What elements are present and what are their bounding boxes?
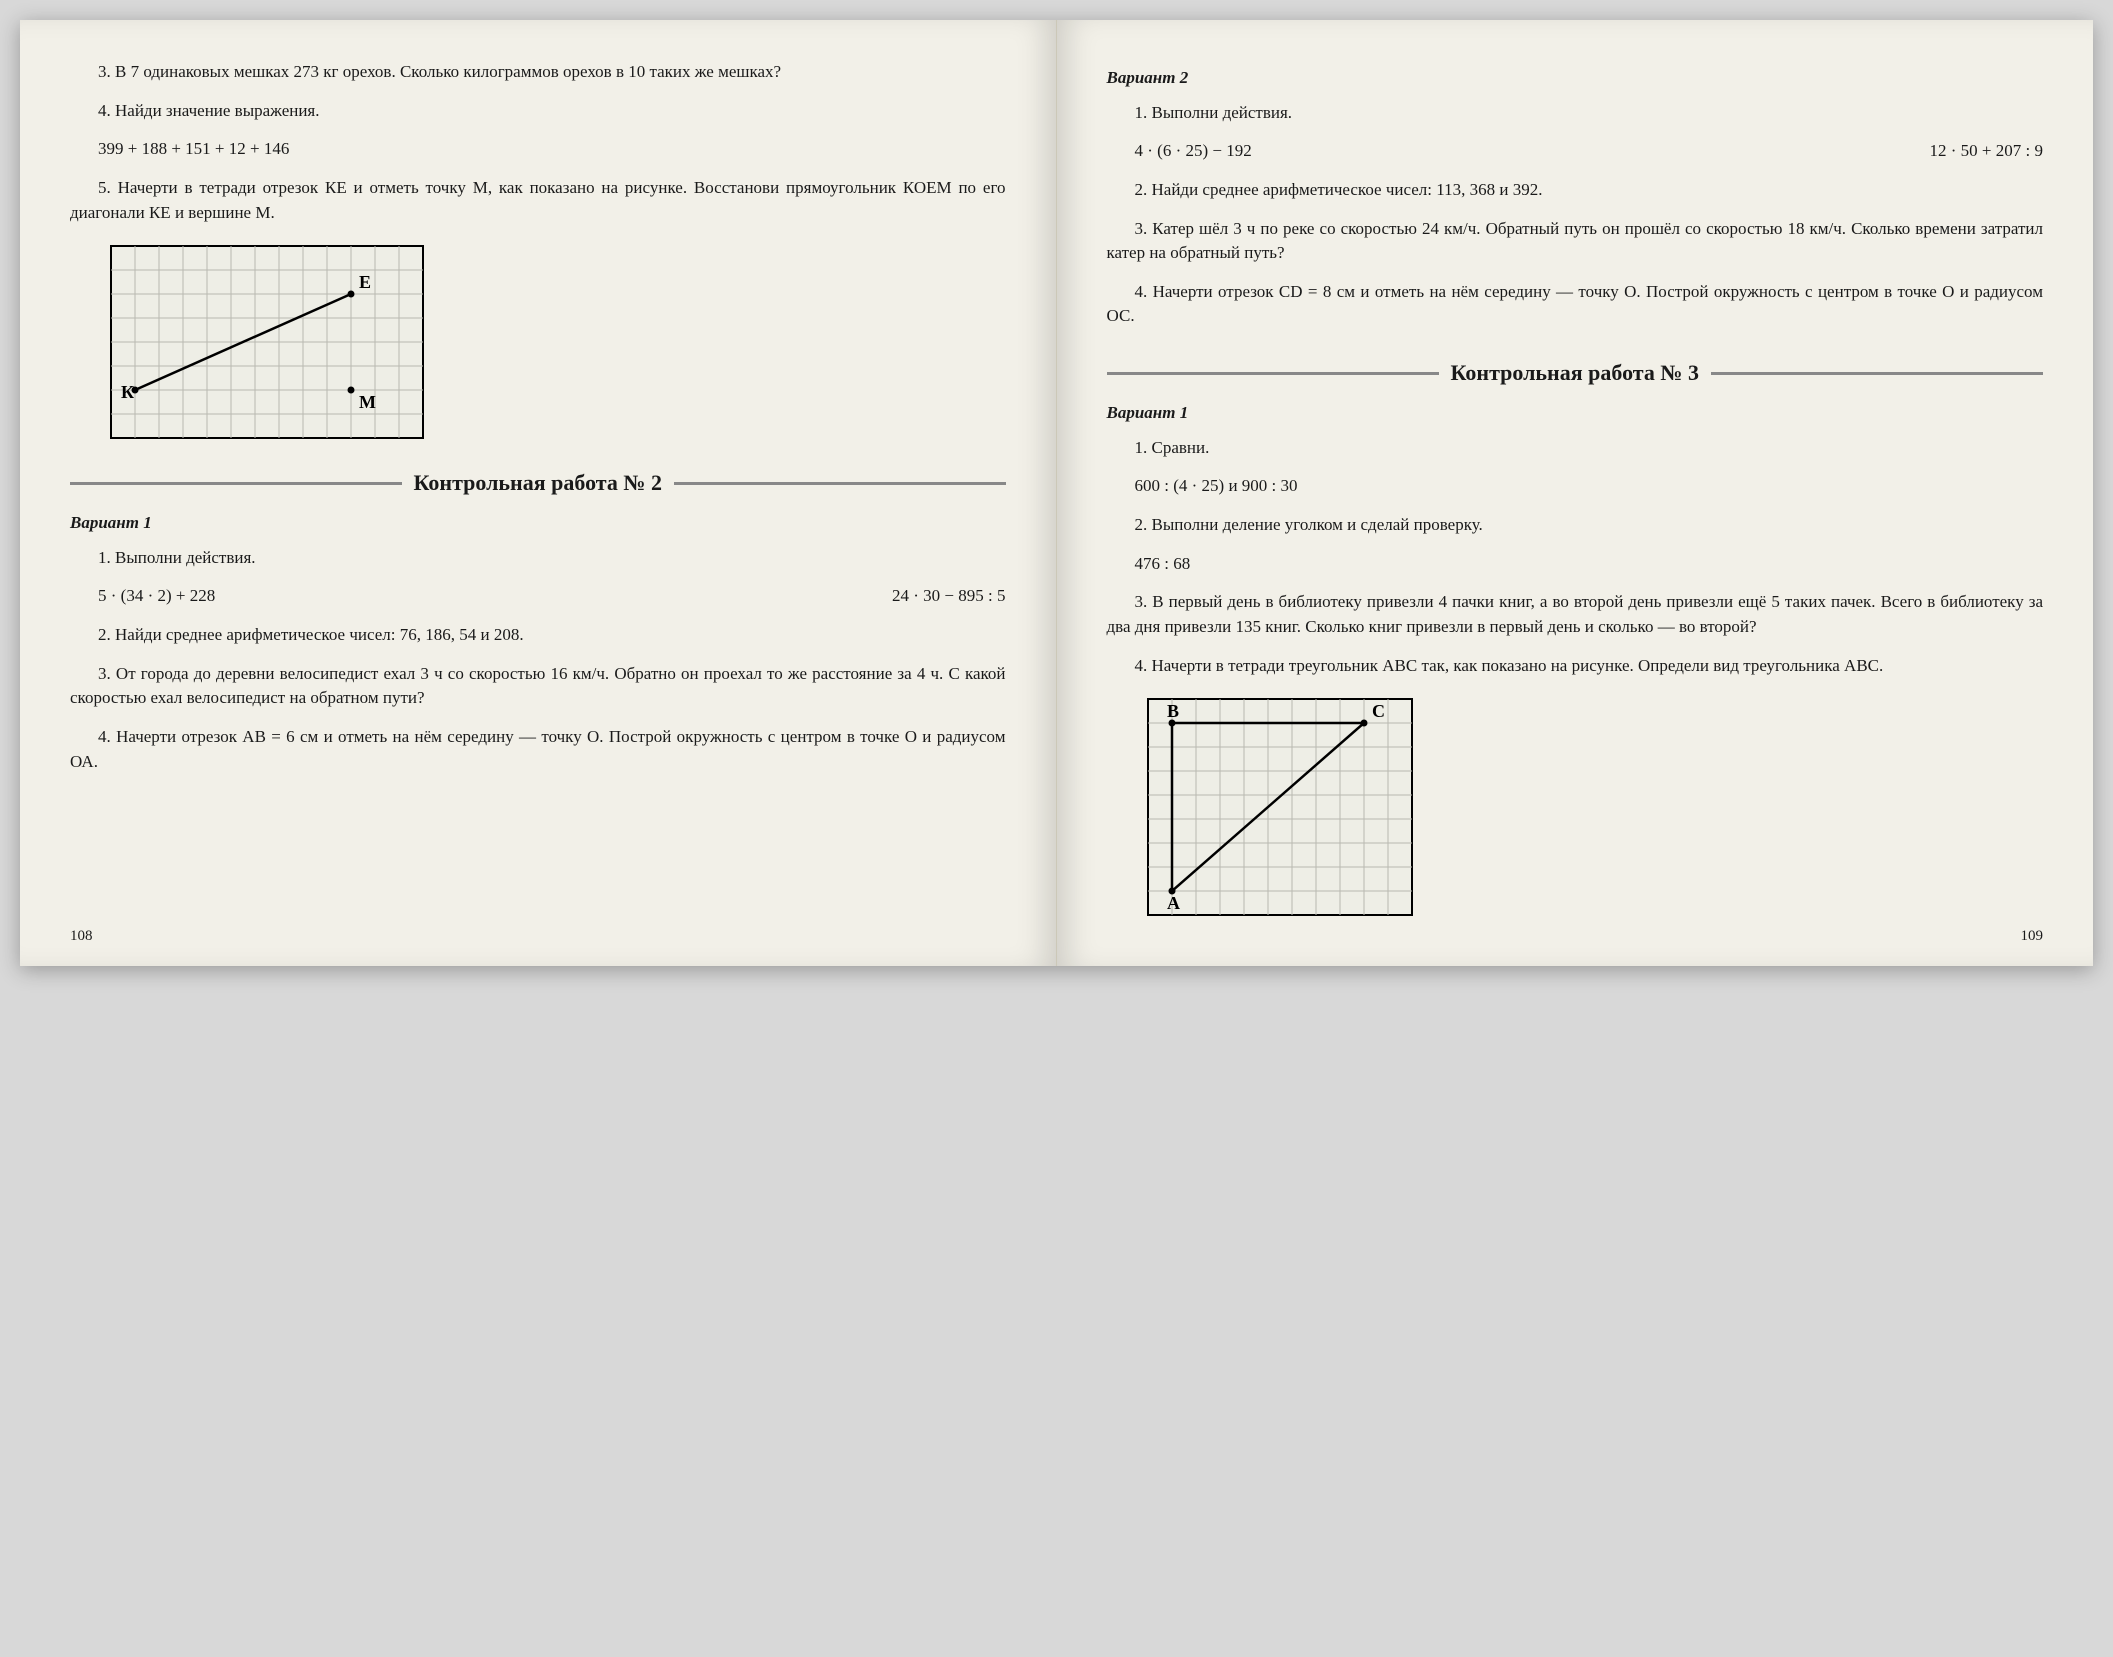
kr3-v1-q2-expr: 476 : 68 [1135, 552, 2044, 577]
kr2-v2-q2: 2. Найди среднее арифметическое чисел: 1… [1107, 178, 2044, 203]
kr2-v1-q3: 3. От города до деревни велосипедист еха… [70, 662, 1006, 711]
left-q5: 5. Начерти в тетради отрезок КЕ и отметь… [70, 176, 1006, 225]
kr3-v1-q1: 1. Сравни. [1107, 436, 2044, 461]
svg-text:С: С [1372, 701, 1385, 721]
page-left: 3. В 7 одинаковых мешках 273 кг орехов. … [20, 20, 1057, 966]
expr: 4 · (6 · 25) − 192 [1135, 139, 1252, 164]
kr2-v2-q1: 1. Выполни действия. [1107, 101, 2044, 126]
left-q4-expr: 399 + 188 + 151 + 12 + 146 [98, 137, 1006, 162]
expr: 24 · 30 − 895 : 5 [892, 584, 1005, 609]
kr2-v1-label: Вариант 1 [70, 511, 1006, 536]
kr3-v1-q2: 2. Выполни деление уголком и сделай пров… [1107, 513, 2044, 538]
kr2-heading-row: Контрольная работа № 2 [70, 467, 1006, 499]
kr3-v1-q3: 3. В первый день в библиотеку привезли 4… [1107, 590, 2044, 639]
heading-rule-left [70, 482, 402, 485]
svg-text:А: А [1167, 893, 1180, 913]
kr2-v1-q2: 2. Найди среднее арифметическое чисел: 7… [70, 623, 1006, 648]
left-q4-intro: 4. Найди значение выражения. [70, 99, 1006, 124]
kr3-heading-row: Контрольная работа № 3 [1107, 357, 2044, 389]
book-spread: 3. В 7 одинаковых мешках 273 кг орехов. … [20, 20, 2093, 966]
heading-rule-left [1107, 372, 1439, 375]
kr2-v1-q4: 4. Начерти отрезок АВ = 6 см и отметь на… [70, 725, 1006, 774]
page-number-left: 108 [70, 926, 93, 948]
svg-text:Е: Е [359, 272, 371, 292]
left-q3: 3. В 7 одинаковых мешках 273 кг орехов. … [70, 60, 1006, 85]
kr2-v2-label: Вариант 2 [1107, 66, 2044, 91]
figure-kem: К Е М [110, 245, 1006, 439]
svg-text:М: М [359, 392, 376, 412]
kr2-heading: Контрольная работа № 2 [414, 467, 662, 499]
kr2-v2-q1-exprs: 4 · (6 · 25) − 192 12 · 50 + 207 : 9 [1135, 139, 2044, 164]
kr3-v1-label: Вариант 1 [1107, 401, 2044, 426]
svg-text:К: К [121, 382, 134, 402]
kr3-heading: Контрольная работа № 3 [1451, 357, 1699, 389]
kr3-v1-q4: 4. Начерти в тетради треугольник АВС так… [1107, 654, 2044, 679]
figure-abc: А В С [1147, 698, 2044, 916]
svg-text:В: В [1167, 701, 1179, 721]
heading-rule-right [1711, 372, 2043, 375]
heading-rule-right [674, 482, 1006, 485]
kr2-v2-q4: 4. Начерти отрезок CD = 8 см и отметь на… [1107, 280, 2044, 329]
expr: 5 · (34 · 2) + 228 [98, 584, 215, 609]
kr2-v2-q3: 3. Катер шёл 3 ч по реке со скоростью 24… [1107, 217, 2044, 266]
kr2-v1-q1: 1. Выполни действия. [70, 546, 1006, 571]
grid-figure-abc: А В С [1147, 698, 1413, 916]
page-right: Вариант 2 1. Выполни действия. 4 · (6 · … [1057, 20, 2094, 966]
page-number-right: 109 [2021, 926, 2044, 948]
kr2-v1-q1-exprs: 5 · (34 · 2) + 228 24 · 30 − 895 : 5 [98, 584, 1006, 609]
grid-figure-kem: К Е М [110, 245, 424, 439]
kr3-v1-q1-expr: 600 : (4 · 25) и 900 : 30 [1135, 474, 2044, 499]
expr: 12 · 50 + 207 : 9 [1930, 139, 2043, 164]
